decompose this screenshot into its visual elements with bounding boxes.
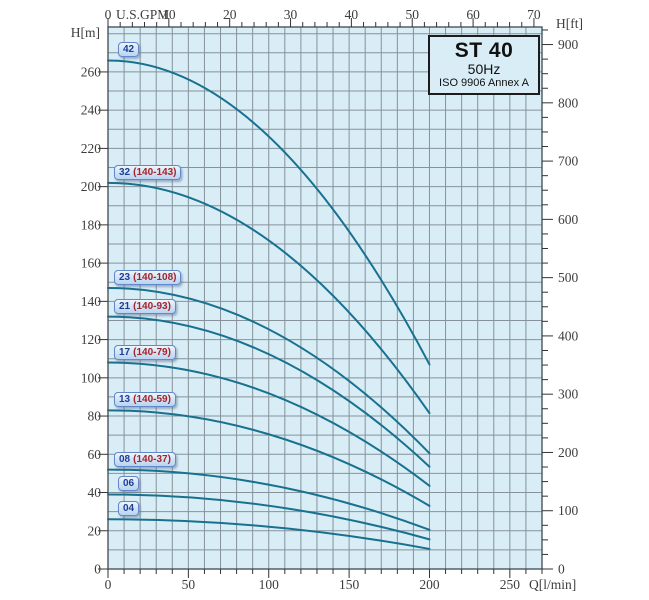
pump-model: ST 40 [454, 39, 514, 62]
left-tick-label: 40 [88, 485, 102, 500]
top-axis-unit-label: U.S.GPM [116, 7, 169, 22]
right-tick-label: 900 [558, 37, 579, 52]
left-tick-label: 120 [81, 332, 102, 347]
bottom-tick-label: 50 [182, 577, 196, 592]
bottom-tick-label: 150 [339, 577, 360, 592]
pump-curve-42 [107, 59, 431, 366]
right-axis-unit-label: H[ft] [556, 16, 583, 31]
plot-border [107, 26, 543, 570]
axis-ticks [98, 18, 553, 578]
right-tick-label: 700 [558, 154, 579, 169]
left-tick-label: 140 [81, 294, 102, 309]
bottom-axis-unit-label: Q[l/min] [529, 577, 576, 592]
left-axis-unit-label: H[m] [71, 25, 100, 40]
plot-background [108, 27, 542, 569]
left-tick-label: 0 [94, 562, 101, 577]
left-tick-label: 60 [88, 447, 102, 462]
bottom-tick-label: 200 [419, 577, 440, 592]
right-tick-label: 200 [558, 445, 579, 460]
top-tick-label: 30 [284, 7, 298, 22]
pump-curve-21 [107, 315, 431, 468]
bottom-tick-label: 100 [259, 577, 280, 592]
top-tick-label: 50 [405, 7, 419, 22]
top-tick-label: 0 [105, 7, 112, 22]
left-tick-label: 240 [81, 103, 102, 118]
left-tick-label: 220 [81, 141, 102, 156]
tick-labels: 0204060801001201401601802002202402600100… [71, 7, 583, 592]
right-tick-label: 0 [558, 562, 565, 577]
right-tick-label: 300 [558, 387, 579, 402]
pump-frequency: 50Hz [467, 61, 501, 77]
left-tick-label: 100 [81, 370, 102, 385]
grid-lines [108, 27, 542, 569]
pump-curves [107, 59, 431, 550]
left-tick-label: 200 [81, 179, 102, 194]
left-tick-label: 80 [88, 409, 102, 424]
top-tick-label: 20 [223, 7, 237, 22]
left-tick-label: 20 [88, 523, 102, 538]
bottom-tick-label: 250 [500, 577, 521, 592]
top-tick-label: 10 [162, 7, 176, 22]
pump-curve-23 [107, 286, 431, 455]
right-tick-label: 600 [558, 212, 579, 227]
pump-curve-06 [107, 493, 431, 541]
right-tick-label: 800 [558, 95, 579, 110]
left-tick-label: 160 [81, 256, 102, 271]
top-tick-label: 60 [466, 7, 480, 22]
test-standard: ISO 9906 Annex A [439, 77, 529, 89]
left-tick-label: 260 [81, 64, 102, 79]
top-tick-label: 70 [527, 7, 541, 22]
pump-curve-17 [107, 361, 431, 487]
right-tick-label: 400 [558, 328, 579, 343]
pump-curve-04 [107, 518, 431, 550]
top-tick-label: 40 [345, 7, 359, 22]
right-tick-label: 500 [558, 270, 579, 285]
bottom-tick-label: 0 [105, 577, 112, 592]
pump-curve-13 [107, 409, 431, 507]
left-tick-label: 180 [81, 217, 102, 232]
pump-curve-32 [107, 181, 431, 415]
chart-title-box: ST 40 50Hz ISO 9906 Annex A [428, 35, 540, 95]
right-tick-label: 100 [558, 503, 579, 518]
pump-curve-08 [107, 468, 431, 531]
